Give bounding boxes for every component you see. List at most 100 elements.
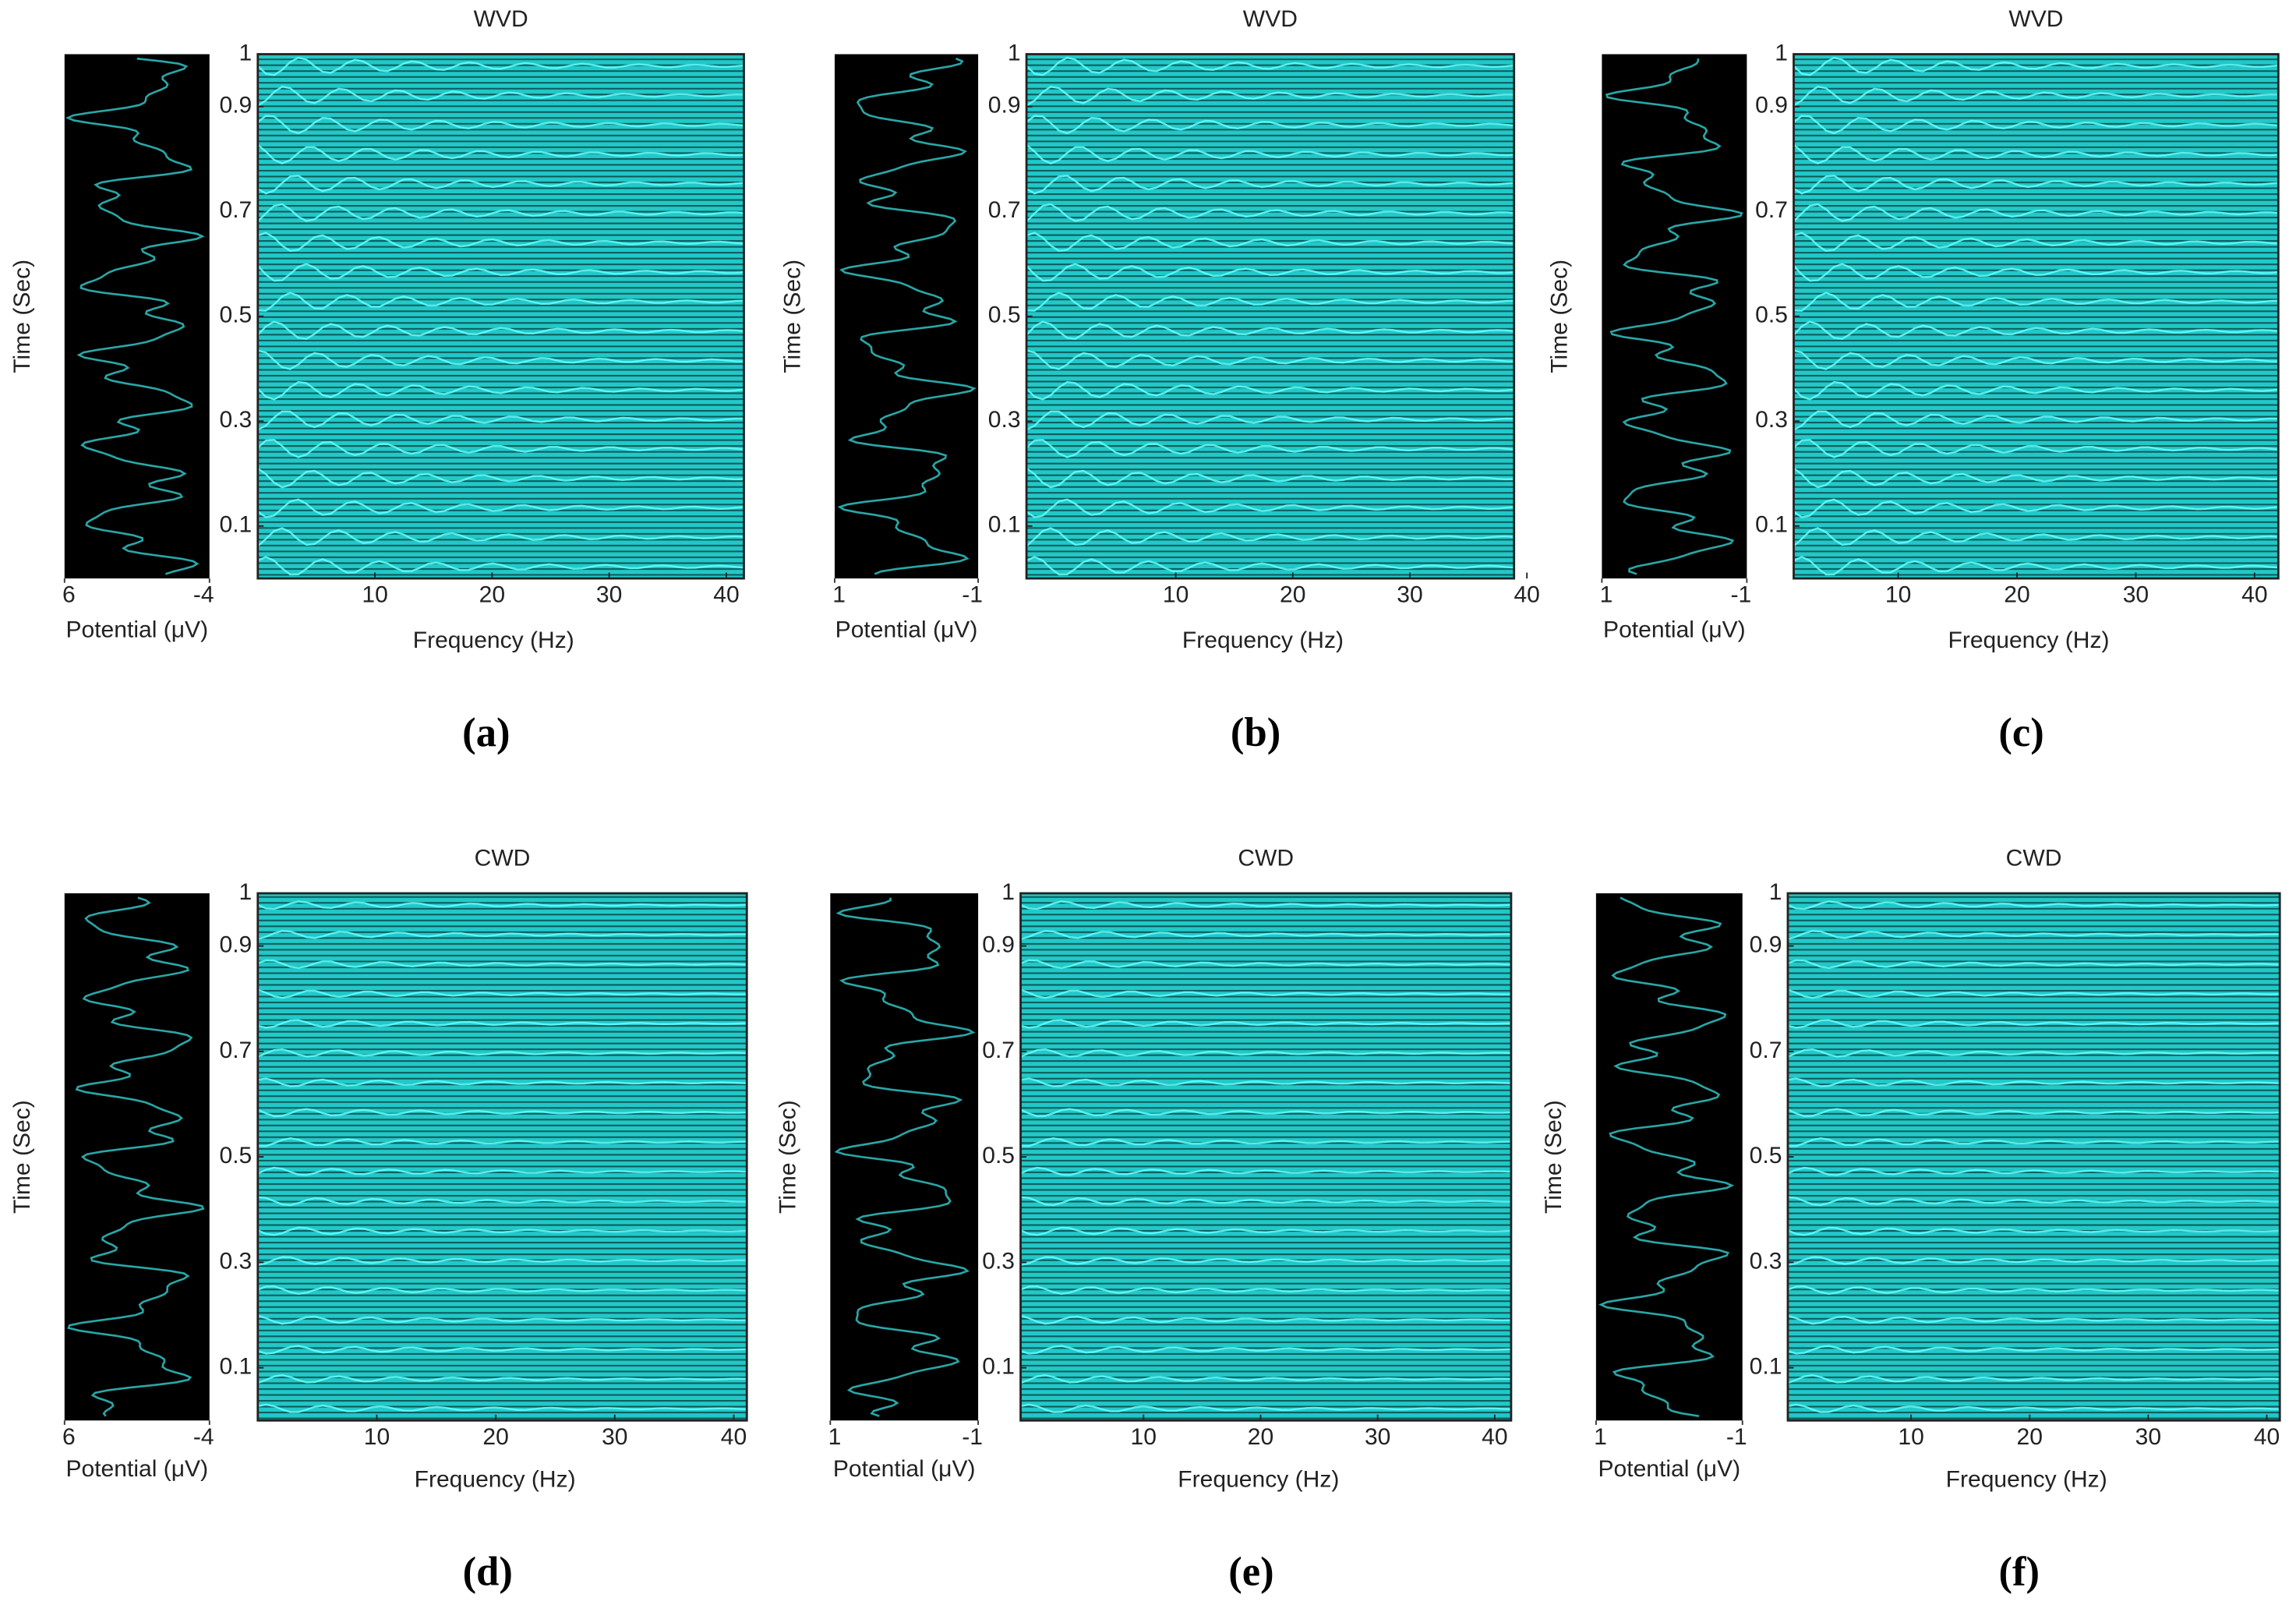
x-tick-label: 30 (602, 1424, 627, 1450)
signal-tick-label: 1 (832, 582, 846, 608)
tfd-ridge (1020, 1048, 1511, 1058)
tfd-ridge (257, 1108, 747, 1118)
tfd-ridge (1026, 175, 1514, 195)
y-tick-label: 0.3 (1755, 407, 1788, 433)
x-tick-label: 30 (1365, 1424, 1390, 1450)
y-tick-label: 0.3 (982, 1248, 1015, 1274)
signal-xlabel: Potential (μV) (1598, 1456, 1740, 1482)
tfd-ridge (1793, 498, 2279, 518)
tfd-ridge (1793, 527, 2279, 547)
tfd-ridge (1026, 556, 1514, 576)
x-tick-label: 30 (2135, 1424, 2161, 1450)
signal-tick-label: -1 (962, 582, 983, 608)
tfd-ridge (1787, 959, 2280, 969)
x-tick-label: 10 (1898, 1424, 1923, 1450)
x-tick-label: 10 (362, 582, 387, 608)
signal-tick-label: -4 (193, 582, 214, 608)
tfd-ridge (1020, 900, 1511, 910)
tfd-ridge (257, 1137, 747, 1147)
tfd-ridge (1026, 143, 1514, 164)
y-axis-label: Time (Sec) (9, 260, 35, 373)
y-tick-label: 0.7 (219, 1038, 252, 1063)
tfd-ridge (256, 320, 744, 340)
tfd-ridge (256, 263, 744, 282)
signal-xlabel: Potential (μV) (1603, 617, 1746, 643)
tfd-ridge (256, 380, 744, 401)
tfd-ridge (1020, 988, 1511, 999)
tfd-ridge (1787, 1166, 2280, 1176)
tfd-ridge (1793, 143, 2279, 164)
y-tick-label: 0.1 (1750, 1354, 1782, 1380)
tfd-ridge (1787, 988, 2280, 999)
y-axis-label: Time (Sec) (775, 1100, 801, 1214)
tfd-ridge (257, 1166, 747, 1176)
x-tick-label: 10 (1885, 582, 1911, 608)
x-tick-label: 40 (1482, 1424, 1507, 1450)
tfd-ridge (1793, 410, 2279, 431)
tfd-ridge (1026, 467, 1514, 489)
panel-label: (f) (1999, 1550, 2040, 1595)
tfd-ridge (1793, 56, 2279, 76)
y-tick-label: 0.5 (219, 1143, 252, 1168)
tfd-ridge (1793, 292, 2279, 312)
x-tick-label: 30 (1397, 582, 1422, 608)
x-tick-label: 20 (482, 1424, 508, 1450)
tfd-ridge (1793, 439, 2279, 458)
tfd-ridge (257, 1314, 747, 1325)
tfd-ridge (257, 1285, 747, 1296)
tfd-ridge (1026, 115, 1514, 135)
y-tick-label: 0.9 (982, 932, 1015, 958)
x-axis-label: Frequency (Hz) (1948, 628, 2109, 653)
tfd-ridge (257, 959, 747, 969)
y-tick-label: 1 (239, 879, 253, 905)
tfd-texture (257, 54, 744, 579)
x-tick-label: 20 (1248, 1424, 1273, 1450)
y-tick-label: 1 (239, 40, 253, 65)
x-axis-label: Frequency (Hz) (1946, 1466, 2107, 1492)
tfd-ridge (1026, 498, 1514, 518)
y-axis-label: Time (Sec) (1547, 260, 1573, 373)
tfd-ridge (1026, 380, 1514, 401)
tfd-ridge (1026, 320, 1514, 340)
signal-tick-label: 6 (62, 1424, 76, 1450)
x-tick-label: 20 (1280, 582, 1305, 608)
y-tick-label: 0.7 (1755, 197, 1788, 223)
tfd-ridge (1787, 1048, 2280, 1058)
tfd-ridge (1787, 1285, 2280, 1296)
tfd-ridge (1020, 1403, 1511, 1413)
y-tick-label: 0.9 (219, 932, 252, 958)
tfd-ridge (1020, 1345, 1511, 1355)
tfd-ridge (1026, 56, 1514, 76)
tfd-ridge (1793, 467, 2279, 489)
tfd-ridge (1793, 320, 2279, 340)
tfd-ridge (1787, 1403, 2280, 1413)
signal-xlabel: Potential (μV) (835, 617, 978, 643)
signal-tick-label: 6 (62, 582, 76, 608)
tfd-ridge (1020, 1077, 1511, 1087)
x-tick-label: 40 (2254, 1424, 2280, 1450)
signal-panel (834, 54, 979, 579)
tfd-ridge (1793, 203, 2279, 222)
tfd-ridge (1787, 1077, 2280, 1087)
signal-tick-label: -4 (193, 1424, 214, 1450)
tfd-ridge (1020, 1137, 1511, 1147)
tfd-ridge (1793, 232, 2279, 253)
chart-title: CWD (1238, 846, 1294, 871)
x-tick-label: 40 (721, 1424, 747, 1450)
tfd-ridge (1020, 1373, 1511, 1384)
y-tick-label: 0.1 (1755, 512, 1788, 538)
tfd-ridge (1026, 527, 1514, 547)
x-tick-label: 20 (479, 582, 505, 608)
x-axis-label: Frequency (Hz) (415, 1466, 576, 1492)
y-tick-label: 0.3 (1750, 1248, 1782, 1274)
tfd-ridge (257, 467, 744, 489)
tfd-ridge (1020, 1256, 1511, 1266)
tfd-ridge (1020, 1285, 1511, 1296)
tfd-ridge (1026, 232, 1514, 253)
tfd-ridge (1793, 175, 2279, 195)
y-tick-label: 0.9 (1755, 93, 1788, 118)
tfd-texture (1793, 54, 2279, 579)
x-tick-label: 40 (1514, 582, 1539, 608)
tfd-ridge (257, 1374, 747, 1384)
y-tick-label: 0.9 (988, 93, 1021, 118)
